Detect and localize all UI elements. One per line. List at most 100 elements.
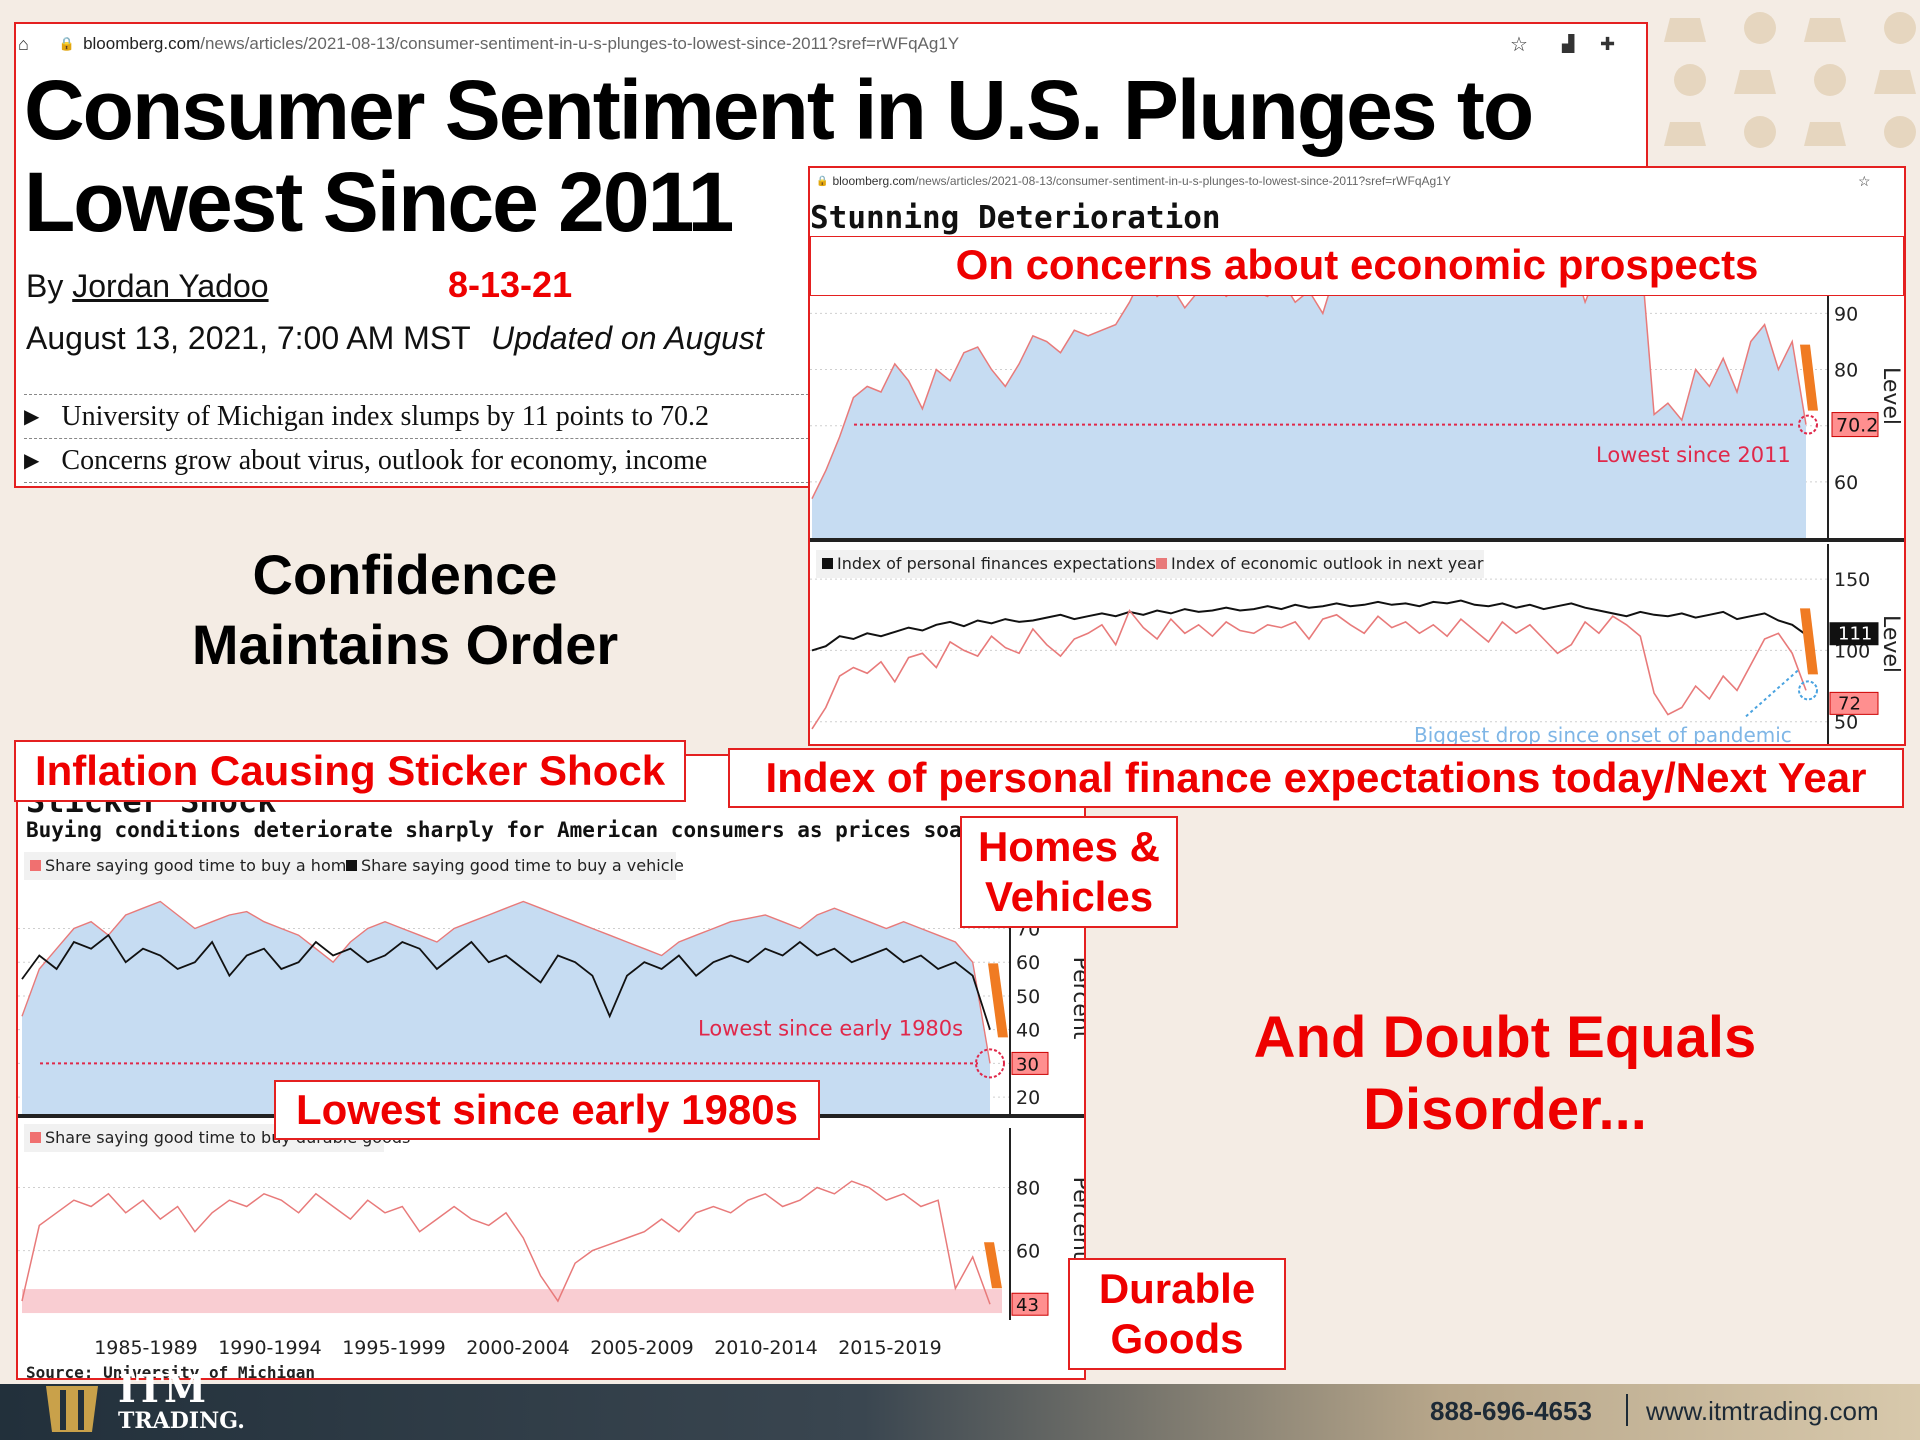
y-tick-label: 100 — [1834, 640, 1870, 662]
y-tick-label: 80 — [1016, 1178, 1040, 1200]
x-tick-label: 2015-2019 — [838, 1337, 942, 1359]
right-message-line2: Disorder... — [1363, 1077, 1647, 1142]
legend-label: Index of economic outlook in next year — [1171, 554, 1484, 573]
y-axis-label: Level — [1878, 367, 1903, 425]
annotation-lowest-1980s: Lowest since early 1980s — [698, 1017, 963, 1041]
down-arrow-icon — [1800, 344, 1818, 411]
last-value-label: 43 — [1016, 1295, 1039, 1316]
y-tick-label: 60 — [1016, 952, 1040, 974]
callout-sticker-shock: Inflation Causing Sticker Shock — [14, 740, 686, 802]
x-tick-label: 1985-1989 — [94, 1337, 198, 1359]
vehicles-line — [21, 933, 991, 1030]
star-icon[interactable]: ☆ — [1510, 33, 1528, 56]
legend-swatch — [30, 860, 41, 871]
callout-durable-goods: Durable Goods — [1068, 1258, 1286, 1370]
series-line — [811, 599, 1807, 652]
sticker-shock-panel: Sticker Shock Buying conditions deterior… — [16, 754, 1086, 1380]
last-value-badge — [1011, 1292, 1049, 1316]
last-value-label: 72 — [1838, 693, 1861, 714]
down-arrow-icon — [1800, 608, 1818, 675]
logo-emblem-icon — [46, 1386, 98, 1432]
footer-phone[interactable]: 888-696-4653 — [1430, 1396, 1592, 1426]
left-message-line1: Confidence — [252, 543, 558, 606]
last-value-badge — [1829, 622, 1879, 646]
x-tick-label: 1995-1999 — [342, 1337, 446, 1359]
last-value-badge — [1011, 1051, 1049, 1075]
last-value-label: 70.2 — [1836, 415, 1878, 437]
callout-lowest-1980s: Lowest since early 1980s — [274, 1080, 820, 1140]
chart-source: Source: University of Michigan — [26, 1363, 315, 1380]
sentiment-area — [812, 246, 1806, 538]
last-point-marker — [1798, 414, 1818, 435]
by-label: By — [26, 268, 73, 304]
article-updated: Updated on August — [491, 320, 764, 356]
last-value-badge — [1829, 691, 1879, 715]
x-tick-label: 2000-2004 — [466, 1337, 570, 1359]
footer-bar: ITM TRADING. 888-696-4653 www.itmtrading… — [0, 1366, 1920, 1440]
legend-label: Index of personal finances expectations — [837, 554, 1156, 573]
date-annotation: 8-13-21 — [448, 264, 573, 305]
y-tick-label: 60 — [1016, 1241, 1040, 1263]
legend-swatch — [346, 860, 357, 871]
x-tick-label: 2005-2009 — [590, 1337, 694, 1359]
y-tick-label: 20 — [1016, 1087, 1040, 1109]
y-tick-label: 50 — [1016, 986, 1040, 1008]
y-tick-label: 40 — [1016, 1020, 1040, 1042]
lock-icon: 🔒 — [816, 175, 829, 187]
last-value-label: 30 — [1016, 1054, 1039, 1075]
left-message-line2: Maintains Order — [191, 613, 619, 676]
sticker-shock-subtitle: Buying conditions deteriorate sharply fo… — [26, 818, 975, 842]
pointer-line — [1745, 669, 1799, 718]
chart-url-host: bloomberg.com — [832, 174, 916, 188]
series-line — [811, 608, 1807, 730]
browser-address-bar[interactable]: ⌂ 🔒 bloomberg.com/news/articles/2021-08-… — [16, 30, 1646, 58]
right-message-line1: And Doubt Equals — [1253, 1005, 1757, 1070]
triangle-icon: ▶ — [24, 406, 40, 428]
chart-separator — [810, 538, 1904, 542]
sentiment-chart-title: Stunning Deterioration — [810, 200, 1221, 236]
last-point-marker — [975, 1048, 1005, 1079]
annotation-lowest-2011: Lowest since 2011 — [1596, 443, 1791, 467]
legend-swatch — [30, 1132, 41, 1143]
x-tick-label: 1990-1994 — [218, 1337, 322, 1359]
callout-homes-vehicles: Homes & Vehicles — [960, 816, 1178, 928]
legend-label: Share saying good time to buy a home — [45, 856, 356, 875]
legend-box — [816, 550, 1484, 578]
y-tick-label: 150 — [1834, 569, 1870, 591]
url-path: /news/articles/2021-08-13/consumer-senti… — [200, 34, 960, 53]
headline-line2: Lowest Since 2011 — [24, 155, 734, 249]
chart-browser-bar[interactable]: 🔒 bloomberg.com/news/articles/2021-08-13… — [812, 170, 1902, 192]
logo-top-text: ITM — [118, 1366, 207, 1411]
lock-icon: 🔒 — [58, 36, 76, 51]
bullet-list: ▶ University of Michigan index slumps by … — [24, 394, 824, 483]
y-tick-label: 50 — [1834, 712, 1858, 734]
chart-url-path: /news/articles/2021-08-13/consumer-senti… — [915, 174, 1451, 188]
legend-swatch — [1156, 558, 1167, 569]
author-link[interactable]: Jordan Yadoo — [72, 268, 269, 304]
chart-icon[interactable]: ▟ — [1562, 36, 1575, 53]
callout-personal-finance: Index of personal finance expectations t… — [728, 748, 1904, 808]
article-date: August 13, 2021, 7:00 AM MST — [26, 320, 471, 356]
last-value-badge — [1831, 412, 1879, 438]
footer-website[interactable]: www.itmtrading.com — [1646, 1396, 1879, 1426]
down-arrow-icon — [988, 963, 1008, 1038]
itm-logo: ITM TRADING. — [40, 1366, 260, 1440]
y-tick-label: 60 — [1834, 472, 1858, 494]
homes-area — [22, 901, 990, 1114]
down-arrow-icon — [984, 1242, 1002, 1289]
durable-goods-line — [21, 1180, 991, 1305]
annotation-biggest-drop: Biggest drop since onset of pandemic — [1414, 723, 1792, 746]
y-tick-label: 80 — [1834, 360, 1858, 382]
y-tick-label: 90 — [1834, 303, 1858, 325]
bullet-item: ▶ Concerns grow about virus, outlook for … — [24, 439, 824, 483]
extensions-icon[interactable]: ✚ — [1600, 33, 1616, 54]
y-axis-label: Percent — [1068, 1177, 1086, 1260]
legend-swatch — [822, 558, 833, 569]
star-icon[interactable]: ☆ — [1858, 172, 1871, 189]
home-icon[interactable]: ⌂ — [18, 33, 29, 54]
background-pattern — [1664, 12, 1916, 148]
bullet-item: ▶ University of Michigan index slumps by … — [24, 395, 824, 439]
last-value-label: 111 — [1838, 624, 1872, 645]
x-tick-label: 2010-2014 — [714, 1337, 818, 1359]
